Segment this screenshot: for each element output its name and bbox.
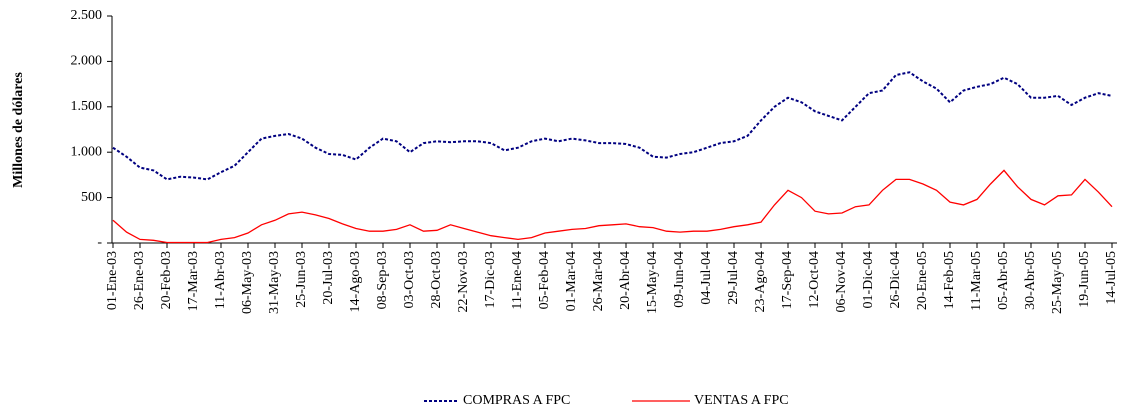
x-tick-label: 15-May-04 (645, 251, 660, 314)
series-line (112, 169, 1113, 244)
x-tick-label: 01-Dic-04 (861, 251, 876, 309)
x-tick-label: 28-Oct-03 (429, 251, 444, 309)
x-tick-label: 26-Ene-03 (132, 251, 147, 310)
x-tick-label: 25-Jun-03 (294, 251, 309, 308)
y-axis-label: Millones de dólares (11, 72, 26, 188)
x-tick-label: 09-Jun-04 (672, 251, 687, 308)
y-tick-label: 2.000 (71, 54, 103, 69)
x-tick-label: 26-Mar-04 (591, 251, 606, 311)
x-tick-label: 17-Dic-03 (483, 251, 498, 309)
series-line (112, 71, 1113, 181)
x-tick-label: 17-Mar-03 (186, 251, 201, 311)
x-tick-label: 17-Sep-04 (780, 251, 795, 309)
y-tick-label: 2.500 (71, 8, 103, 23)
x-tick-label: 01-Mar-04 (564, 251, 579, 311)
x-tick-label: 04-Jul-04 (699, 251, 714, 305)
x-tick-label: 20-Jul-03 (321, 251, 336, 305)
x-tick-label: 06-May-03 (240, 251, 255, 314)
x-tick-label: 08-Sep-03 (375, 251, 390, 309)
x-tick-label: 01-Ene-03 (105, 251, 120, 310)
x-tick-label: 03-Oct-03 (402, 251, 417, 309)
x-tick-label: 25-May-05 (1050, 251, 1065, 314)
x-tick-label: 11-Abr-03 (213, 251, 228, 309)
x-tick-label: 14-Feb-05 (942, 251, 957, 309)
x-tick-label: 30-Abr-05 (1023, 251, 1038, 310)
y-tick-label: 1.500 (71, 99, 103, 114)
x-tick-label: 05-Abr-05 (996, 251, 1011, 310)
legend-label: COMPRAS A FPC (463, 393, 570, 408)
x-tick-label: 19-Jun-05 (1077, 251, 1092, 308)
x-tick-label: 20-Abr-04 (618, 251, 633, 310)
x-tick-label: 26-Dic-04 (888, 251, 903, 309)
x-tick-label: 11-Mar-05 (969, 251, 984, 311)
x-tick-label: 20-Ene-05 (915, 251, 930, 310)
y-tick-label: - (97, 235, 102, 250)
x-tick-label: 14-Jul-05 (1104, 251, 1119, 305)
x-tick-label: 22-Nov-03 (456, 251, 471, 312)
x-tick-label: 11-Ene-04 (510, 251, 525, 310)
x-tick-label: 31-May-03 (267, 251, 282, 314)
x-tick-label: 23-Ago-04 (753, 251, 768, 312)
x-tick-label: 12-Oct-04 (807, 251, 822, 309)
legend-label: VENTAS A FPC (694, 393, 789, 408)
y-tick-label: 1.000 (71, 144, 103, 159)
y-tick-label: 500 (81, 190, 102, 205)
x-tick-label: 06-Nov-04 (834, 251, 849, 312)
x-tick-label: 20-Feb-03 (159, 251, 174, 309)
x-tick-label: 05-Feb-04 (537, 251, 552, 309)
x-tick-label: 29-Jul-04 (726, 251, 741, 305)
x-tick-label: 14-Ago-03 (348, 251, 363, 312)
